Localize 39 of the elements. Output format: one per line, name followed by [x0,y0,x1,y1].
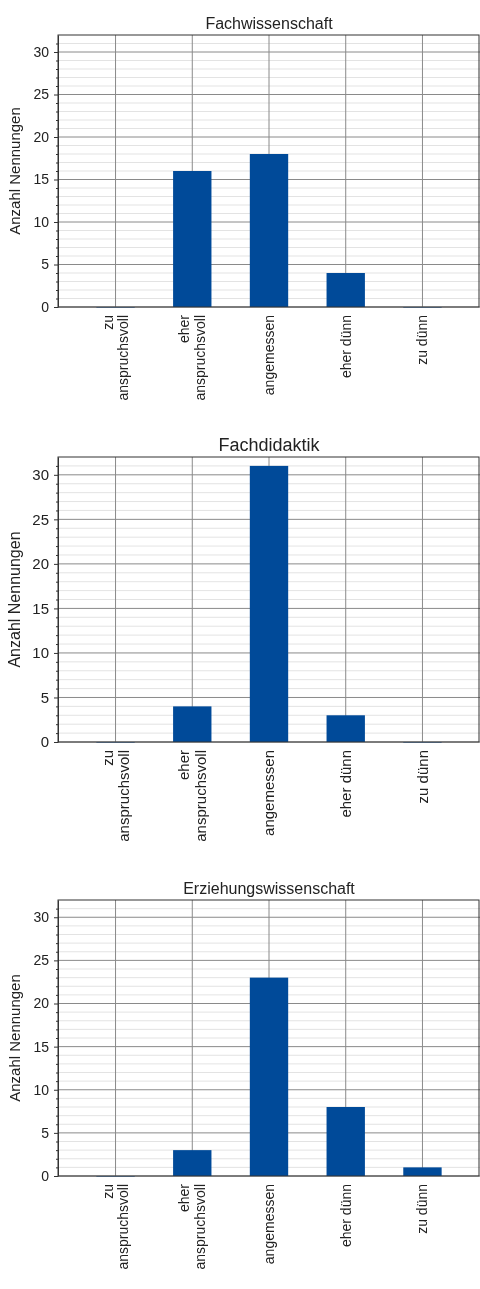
y-tick-label: 25 [32,510,49,528]
y-axis-title: Anzahl Nennungen [6,531,23,668]
y-tick-label: 0 [41,1167,50,1184]
y-tick-label: 15 [32,599,49,617]
chart-title: Fachwissenschaft [205,15,334,32]
y-tick-label: 0 [40,733,49,751]
y-tick-label: 30 [33,43,50,60]
x-tick-label: eher dünn [337,315,354,379]
chart-title: Fachdidaktik [218,435,321,455]
x-tick-label: zu anspruchsvoll [99,315,132,401]
x-tick-label: zu dünn [414,1184,431,1234]
y-tick-label: 10 [33,1081,50,1098]
y-tick-label: 5 [41,256,50,273]
y-tick-label: 10 [32,644,49,662]
x-tick-label: zu anspruchsvoll [98,750,133,842]
chart-title: Erziehungswissenschaft [183,880,356,897]
x-tick-label: eher dünn [337,1184,354,1248]
y-tick-label: 15 [33,171,50,188]
x-tick-label: angemessen [260,1184,277,1265]
y-tick-label: 20 [32,555,49,573]
y-tick-label: 20 [33,128,50,145]
y-tick-label: 0 [41,298,50,315]
y-tick-label: 20 [33,995,50,1012]
y-tick-label: 30 [33,909,50,926]
y-tick-label: 25 [33,86,50,103]
y-tick-label: 15 [33,1038,50,1055]
y-axis-title: Anzahl Nennungen [6,974,23,1102]
x-tick-label: zu dünn [413,750,431,804]
y-tick-label: 30 [32,466,49,484]
y-tick-label: 5 [41,1124,50,1141]
x-tick-label: zu dünn [414,315,431,365]
x-tick-label: angemessen [260,750,278,836]
x-tick-label: zu anspruchsvoll [99,1184,132,1270]
x-tick-label: angemessen [260,315,277,396]
y-tick-label: 25 [33,952,50,969]
y-axis-title: Anzahl Nennungen [6,107,23,235]
y-tick-label: 10 [33,213,50,230]
y-tick-label: 5 [40,688,49,706]
x-tick-label: eher dünn [336,750,354,818]
